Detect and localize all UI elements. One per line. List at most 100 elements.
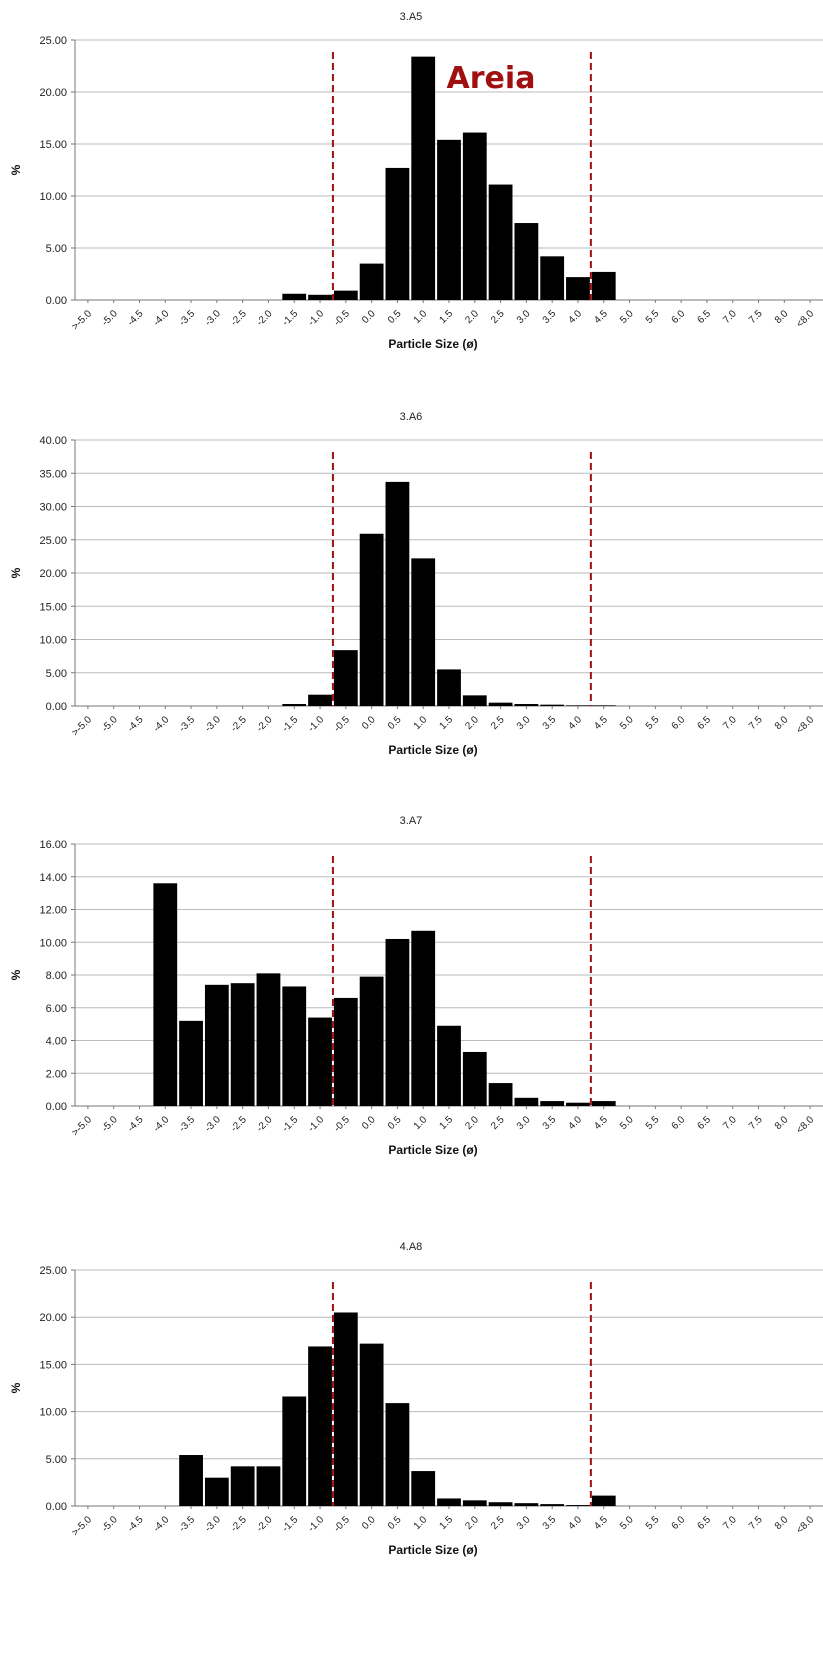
x-tick-label: -1.5 xyxy=(280,308,300,328)
bar--2.5 xyxy=(230,1466,255,1506)
x-tick-label: -3.0 xyxy=(203,1114,223,1134)
x-tick-label: -3.5 xyxy=(177,1514,197,1534)
bar-0.5 xyxy=(385,167,410,300)
bar-3.0 xyxy=(514,1503,539,1506)
x-tick-label: 4.0 xyxy=(566,714,584,732)
chart-panel-3: 3.A7 0.00 2.00 4.00 6.00 8.00 10.00 12.00 14.00 1… xyxy=(0,808,823,1224)
x-tick-label: 0.0 xyxy=(360,308,378,326)
bar-4.0 xyxy=(566,1505,590,1506)
y-tick-label: 15.00 xyxy=(39,139,67,151)
bar--2.0 xyxy=(256,973,281,1106)
x-tick-label: -1.5 xyxy=(280,1114,300,1134)
bar--1.0 xyxy=(308,294,332,300)
bar--3.0 xyxy=(204,1477,229,1506)
x-tick-label: <8.0 xyxy=(794,1114,816,1136)
x-tick-label: -2.0 xyxy=(255,1114,275,1134)
x-tick-label: -2.5 xyxy=(229,1114,249,1134)
x-axis-label: Particle Size (ø) xyxy=(388,1143,477,1157)
x-tick-label: 4.0 xyxy=(566,1114,584,1132)
x-tick-label: -5.0 xyxy=(100,1114,120,1134)
x-tick-label: >-5.0 xyxy=(70,714,94,738)
bar--0.5 xyxy=(333,997,358,1106)
x-tick-label: 2.5 xyxy=(489,1514,507,1532)
x-tick-label: 4.5 xyxy=(592,1514,610,1532)
x-tick-label: -1.0 xyxy=(306,1514,326,1534)
x-tick-label: -5.0 xyxy=(100,714,120,734)
x-tick-label: 4.5 xyxy=(592,1114,610,1132)
x-tick-label: 7.0 xyxy=(721,714,739,732)
x-tick-label: 1.5 xyxy=(438,1114,456,1132)
y-tick-label: 25.00 xyxy=(39,35,67,47)
x-tick-label: 3.5 xyxy=(541,714,559,732)
x-tick-label: 7.0 xyxy=(721,1114,739,1132)
y-tick-label: 35.00 xyxy=(39,468,67,480)
x-tick-label: 1.0 xyxy=(412,308,430,326)
x-tick-label: -3.5 xyxy=(177,714,197,734)
x-tick-label: -0.5 xyxy=(332,714,352,734)
bar-2.5 xyxy=(488,702,513,706)
y-tick-label: 25.00 xyxy=(39,535,67,547)
chart-panel-1: 3.A5 0.00 5.00 10.00 15.00 20.00 25.00% >-5.0 -5… xyxy=(0,0,823,400)
x-tick-label: 4.5 xyxy=(592,714,610,732)
x-tick-label: 0.5 xyxy=(386,1514,404,1532)
x-tick-label: 2.5 xyxy=(489,308,507,326)
bar--0.5 xyxy=(333,650,358,706)
x-tick-label: 0.0 xyxy=(360,1114,378,1132)
x-tick-label: 6.5 xyxy=(695,308,713,326)
bar-3.0 xyxy=(514,1097,539,1106)
chart-title: 4.A8 xyxy=(400,1241,423,1253)
y-tick-label: 2.00 xyxy=(46,1068,67,1080)
x-axis-label: Particle Size (ø) xyxy=(388,337,477,351)
x-tick-label: >-5.0 xyxy=(70,1114,94,1138)
y-axis-label: % xyxy=(9,567,23,578)
y-tick-label: 40.00 xyxy=(39,435,67,447)
x-tick-label: 0.0 xyxy=(360,714,378,732)
bar-2.5 xyxy=(488,1083,513,1106)
x-axis-label: Particle Size (ø) xyxy=(388,1543,477,1557)
y-tick-label: 20.00 xyxy=(39,87,67,99)
bar-1.0 xyxy=(411,558,436,706)
x-tick-label: 5.0 xyxy=(618,308,636,326)
x-tick-label: 6.0 xyxy=(670,308,688,326)
histogram-2: 3.A6 0.00 5.00 10.00 15.00 20.00 25.00 30.00 35.… xyxy=(9,411,823,757)
x-tick-label: 0.0 xyxy=(360,1514,378,1532)
y-tick-label: 0.00 xyxy=(46,295,67,307)
y-axis-label: % xyxy=(9,969,23,980)
x-tick-label: 0.5 xyxy=(386,1114,404,1132)
x-tick-label: 5.0 xyxy=(618,714,636,732)
x-tick-label: 5.5 xyxy=(644,308,662,326)
bar-0.0 xyxy=(359,1343,384,1506)
x-tick-label: 2.0 xyxy=(463,1514,481,1532)
bar-4.0 xyxy=(566,277,590,300)
bar-3.5 xyxy=(540,256,565,300)
bar--1.5 xyxy=(282,986,307,1106)
bar-3.5 xyxy=(540,1504,565,1506)
x-tick-label: 6.5 xyxy=(695,1514,713,1532)
x-tick-label: 7.5 xyxy=(747,714,765,732)
x-tick-label: 7.5 xyxy=(747,1514,765,1532)
x-tick-label: -2.0 xyxy=(255,308,275,328)
bar--2.0 xyxy=(256,1466,281,1506)
x-axis-label: Particle Size (ø) xyxy=(388,743,477,757)
x-tick-label: -1.0 xyxy=(306,308,326,328)
bar--1.5 xyxy=(282,704,307,706)
bar-2.0 xyxy=(462,695,487,706)
bar-0.5 xyxy=(385,481,410,706)
x-tick-label: -0.5 xyxy=(332,308,352,328)
x-tick-label: 2.5 xyxy=(489,1114,507,1132)
x-tick-label: -3.5 xyxy=(177,1114,197,1134)
x-tick-label: 3.0 xyxy=(515,714,533,732)
bar-1.5 xyxy=(437,1025,461,1106)
y-tick-label: 12.00 xyxy=(39,905,67,917)
histogram-4: 4.A8 0.00 5.00 10.00 15.00 20.00 25.00% >-5.0 -5… xyxy=(9,1241,823,1557)
bar--1.5 xyxy=(282,1396,307,1506)
x-tick-label: 5.0 xyxy=(618,1514,636,1532)
bar--3.0 xyxy=(204,984,229,1106)
bar--4.0 xyxy=(153,883,178,1106)
bar-1.5 xyxy=(437,139,461,300)
y-tick-label: 10.00 xyxy=(39,191,67,203)
bar-1.0 xyxy=(411,1471,436,1506)
y-axis-label: % xyxy=(9,1382,23,1393)
x-tick-label: -0.5 xyxy=(332,1114,352,1134)
x-tick-label: 1.5 xyxy=(438,1514,456,1532)
